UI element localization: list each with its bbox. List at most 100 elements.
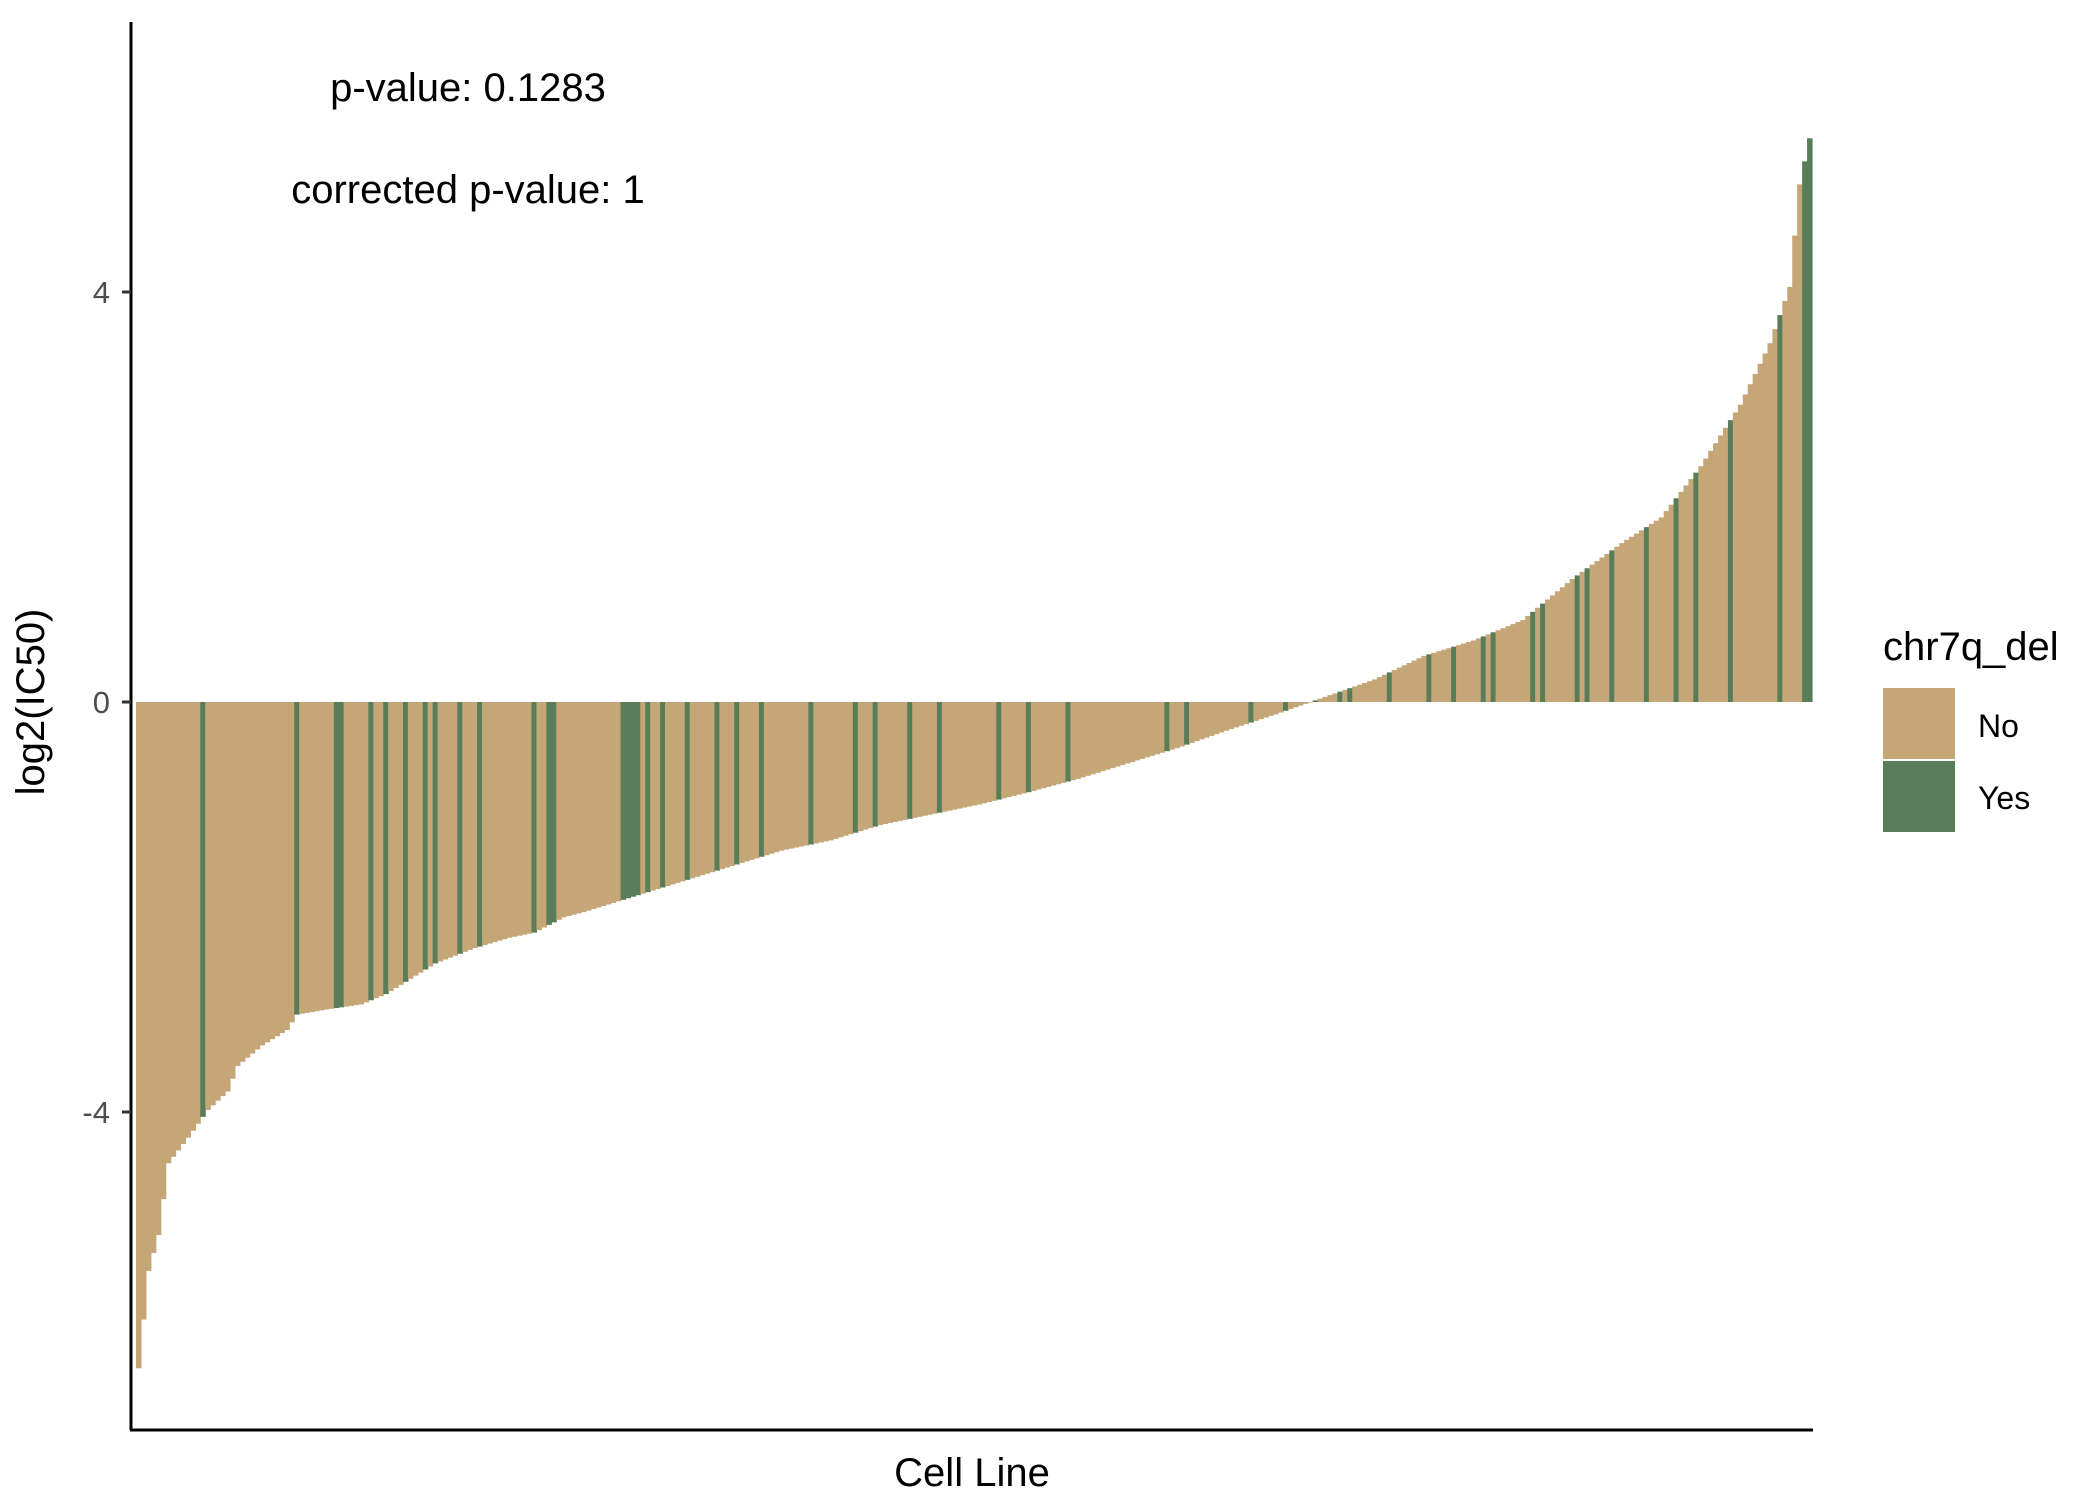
bar-no bbox=[749, 702, 755, 860]
bar-no bbox=[1105, 702, 1111, 770]
bar-no bbox=[867, 702, 874, 829]
bar-no bbox=[462, 702, 468, 952]
bar-no bbox=[1624, 539, 1630, 702]
bar-no bbox=[1559, 587, 1566, 702]
bar-no bbox=[541, 702, 547, 928]
bar-no bbox=[175, 702, 182, 1151]
bar-no bbox=[709, 702, 716, 873]
bar-no bbox=[1139, 702, 1146, 759]
bar-no bbox=[1638, 530, 1645, 702]
bar-yes bbox=[1451, 646, 1457, 702]
bar-no bbox=[1006, 702, 1012, 798]
bar-no bbox=[180, 702, 187, 1145]
bar-no bbox=[170, 702, 177, 1157]
bar-no bbox=[847, 702, 854, 835]
bar-no bbox=[511, 702, 518, 937]
bar-no bbox=[798, 702, 805, 847]
bar-no bbox=[353, 702, 360, 1006]
bar-no bbox=[783, 702, 790, 850]
bar-no bbox=[1085, 702, 1091, 776]
bar-no bbox=[1569, 579, 1576, 702]
bar-no bbox=[833, 702, 839, 839]
bar-no bbox=[447, 702, 454, 958]
bar-no bbox=[927, 702, 933, 815]
bar-no bbox=[1317, 698, 1324, 702]
bar-no bbox=[763, 702, 770, 856]
bar-no bbox=[398, 702, 404, 985]
bar-no bbox=[1411, 660, 1418, 702]
bar-no bbox=[1149, 702, 1156, 756]
bar-no bbox=[521, 702, 528, 935]
bar-no bbox=[1198, 702, 1205, 740]
bar-no bbox=[739, 702, 745, 863]
bar-no bbox=[981, 702, 987, 804]
bar-no bbox=[1629, 536, 1635, 702]
bar-yes bbox=[1540, 603, 1546, 702]
bar-yes bbox=[645, 702, 651, 893]
bar-no bbox=[1154, 702, 1160, 755]
bar-yes bbox=[402, 702, 409, 982]
bar-no bbox=[753, 702, 760, 859]
bar-no bbox=[482, 702, 488, 946]
bar-no bbox=[590, 702, 597, 910]
bar-no bbox=[407, 702, 414, 979]
bar-no bbox=[828, 702, 834, 841]
bar-no bbox=[1436, 651, 1442, 702]
bar-no bbox=[1416, 658, 1423, 702]
bar-no bbox=[205, 702, 211, 1110]
bar-no bbox=[136, 702, 142, 1369]
bar-no bbox=[1362, 682, 1368, 702]
bar-no bbox=[1376, 677, 1383, 702]
bar-no bbox=[155, 702, 162, 1235]
bar-no bbox=[145, 702, 152, 1271]
bar-no bbox=[729, 702, 735, 866]
bar-no bbox=[1278, 702, 1284, 713]
bar-no bbox=[1708, 450, 1714, 703]
bar-no bbox=[309, 702, 315, 1013]
bar-no bbox=[160, 702, 167, 1200]
bar-no bbox=[1307, 702, 1314, 703]
bar-no bbox=[724, 702, 730, 868]
bar-no bbox=[388, 702, 394, 992]
bar-yes bbox=[1426, 654, 1432, 702]
bar-no bbox=[526, 702, 533, 934]
bar-yes bbox=[1807, 138, 1813, 702]
bar-no bbox=[363, 702, 369, 1003]
bar-no bbox=[1718, 435, 1724, 702]
bar-no bbox=[318, 702, 325, 1011]
bar-no bbox=[744, 702, 750, 862]
bar-no bbox=[704, 702, 711, 874]
bar-no bbox=[229, 702, 236, 1079]
bar-no bbox=[264, 702, 271, 1043]
bar-no bbox=[1233, 702, 1240, 728]
bar-no bbox=[472, 702, 478, 948]
bar-no bbox=[793, 702, 800, 848]
bar-no bbox=[605, 702, 612, 905]
bar-no bbox=[640, 702, 646, 894]
bar-no bbox=[289, 702, 295, 1023]
bar-no bbox=[1208, 702, 1215, 736]
bar-yes bbox=[1065, 702, 1071, 782]
bar-no bbox=[838, 702, 844, 838]
bar-yes bbox=[1337, 691, 1343, 702]
bar-no bbox=[1787, 286, 1793, 703]
bar-no bbox=[150, 702, 157, 1253]
bar-no bbox=[1797, 184, 1803, 703]
bar-no bbox=[803, 702, 809, 846]
bar-no bbox=[393, 702, 399, 988]
bar-yes bbox=[551, 702, 557, 923]
bar-no bbox=[1747, 384, 1754, 702]
bar-no bbox=[348, 702, 355, 1006]
bar-no bbox=[1604, 553, 1610, 702]
bar-no bbox=[912, 702, 918, 818]
bar-no bbox=[536, 702, 542, 931]
bar-yes bbox=[531, 702, 538, 933]
bar-no bbox=[566, 702, 572, 916]
bar-no bbox=[1035, 702, 1042, 790]
bar-no bbox=[190, 702, 196, 1131]
bar-no bbox=[1500, 628, 1507, 702]
legend: chr7q_del No Yes bbox=[1883, 625, 2059, 832]
bar-no bbox=[1055, 702, 1062, 785]
y-tick-label: 0 bbox=[93, 685, 110, 720]
bar-yes bbox=[936, 702, 943, 813]
